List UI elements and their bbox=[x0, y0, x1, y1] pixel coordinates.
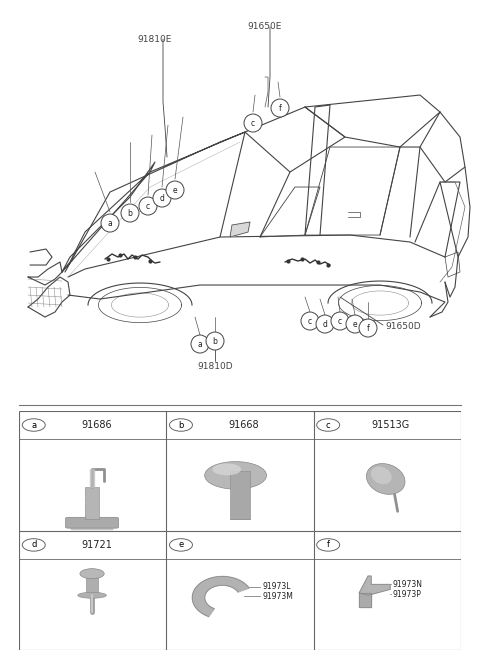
FancyBboxPatch shape bbox=[71, 519, 113, 530]
Text: 91973M: 91973M bbox=[262, 592, 293, 601]
Circle shape bbox=[317, 419, 340, 431]
Circle shape bbox=[22, 539, 45, 551]
Circle shape bbox=[169, 539, 192, 551]
Ellipse shape bbox=[371, 466, 392, 484]
Text: 91973P: 91973P bbox=[392, 589, 421, 599]
Circle shape bbox=[301, 312, 319, 330]
Ellipse shape bbox=[212, 463, 241, 476]
Circle shape bbox=[359, 319, 377, 337]
Text: b: b bbox=[128, 208, 132, 217]
Text: d: d bbox=[323, 319, 327, 328]
Text: b: b bbox=[178, 420, 184, 430]
Ellipse shape bbox=[78, 592, 107, 599]
Ellipse shape bbox=[204, 462, 266, 489]
Text: f: f bbox=[278, 104, 281, 112]
Text: d: d bbox=[31, 541, 36, 549]
Polygon shape bbox=[192, 576, 249, 616]
Text: 91668: 91668 bbox=[228, 420, 259, 430]
Text: 91973L: 91973L bbox=[262, 582, 290, 591]
Text: e: e bbox=[173, 185, 177, 194]
Circle shape bbox=[22, 419, 45, 431]
Ellipse shape bbox=[366, 464, 405, 494]
Text: a: a bbox=[198, 340, 203, 348]
Circle shape bbox=[271, 99, 289, 117]
Circle shape bbox=[317, 539, 340, 551]
Text: a: a bbox=[108, 219, 112, 227]
Ellipse shape bbox=[80, 569, 104, 579]
Text: 91650D: 91650D bbox=[385, 322, 420, 331]
FancyBboxPatch shape bbox=[66, 517, 119, 528]
Polygon shape bbox=[359, 593, 371, 607]
Circle shape bbox=[206, 332, 224, 350]
Text: c: c bbox=[326, 420, 331, 430]
Text: 91650E: 91650E bbox=[248, 22, 282, 31]
Text: 91810D: 91810D bbox=[197, 362, 233, 371]
Text: f: f bbox=[327, 541, 330, 549]
Circle shape bbox=[121, 204, 139, 222]
Text: c: c bbox=[308, 317, 312, 325]
Text: c: c bbox=[338, 317, 342, 325]
Text: 91686: 91686 bbox=[81, 420, 112, 430]
FancyBboxPatch shape bbox=[86, 574, 98, 595]
Polygon shape bbox=[90, 469, 94, 487]
Circle shape bbox=[153, 189, 171, 207]
Polygon shape bbox=[359, 576, 390, 595]
Text: 91721: 91721 bbox=[81, 540, 112, 550]
Circle shape bbox=[169, 419, 192, 431]
Circle shape bbox=[244, 114, 262, 132]
Circle shape bbox=[331, 312, 349, 330]
Circle shape bbox=[166, 181, 184, 199]
Text: 91810E: 91810E bbox=[138, 35, 172, 44]
FancyBboxPatch shape bbox=[230, 470, 250, 518]
Circle shape bbox=[346, 315, 364, 333]
Text: e: e bbox=[179, 541, 183, 549]
Text: e: e bbox=[353, 319, 357, 328]
Text: f: f bbox=[367, 323, 370, 332]
FancyBboxPatch shape bbox=[85, 487, 99, 518]
Polygon shape bbox=[230, 222, 250, 237]
Text: c: c bbox=[146, 202, 150, 210]
Text: a: a bbox=[31, 420, 36, 430]
Text: 91513G: 91513G bbox=[372, 420, 410, 430]
Text: d: d bbox=[159, 194, 165, 202]
Circle shape bbox=[316, 315, 334, 333]
Circle shape bbox=[191, 335, 209, 353]
Circle shape bbox=[101, 214, 119, 232]
Text: c: c bbox=[251, 118, 255, 127]
Circle shape bbox=[139, 197, 157, 215]
Text: b: b bbox=[213, 336, 217, 346]
Text: 91973N: 91973N bbox=[392, 580, 422, 589]
